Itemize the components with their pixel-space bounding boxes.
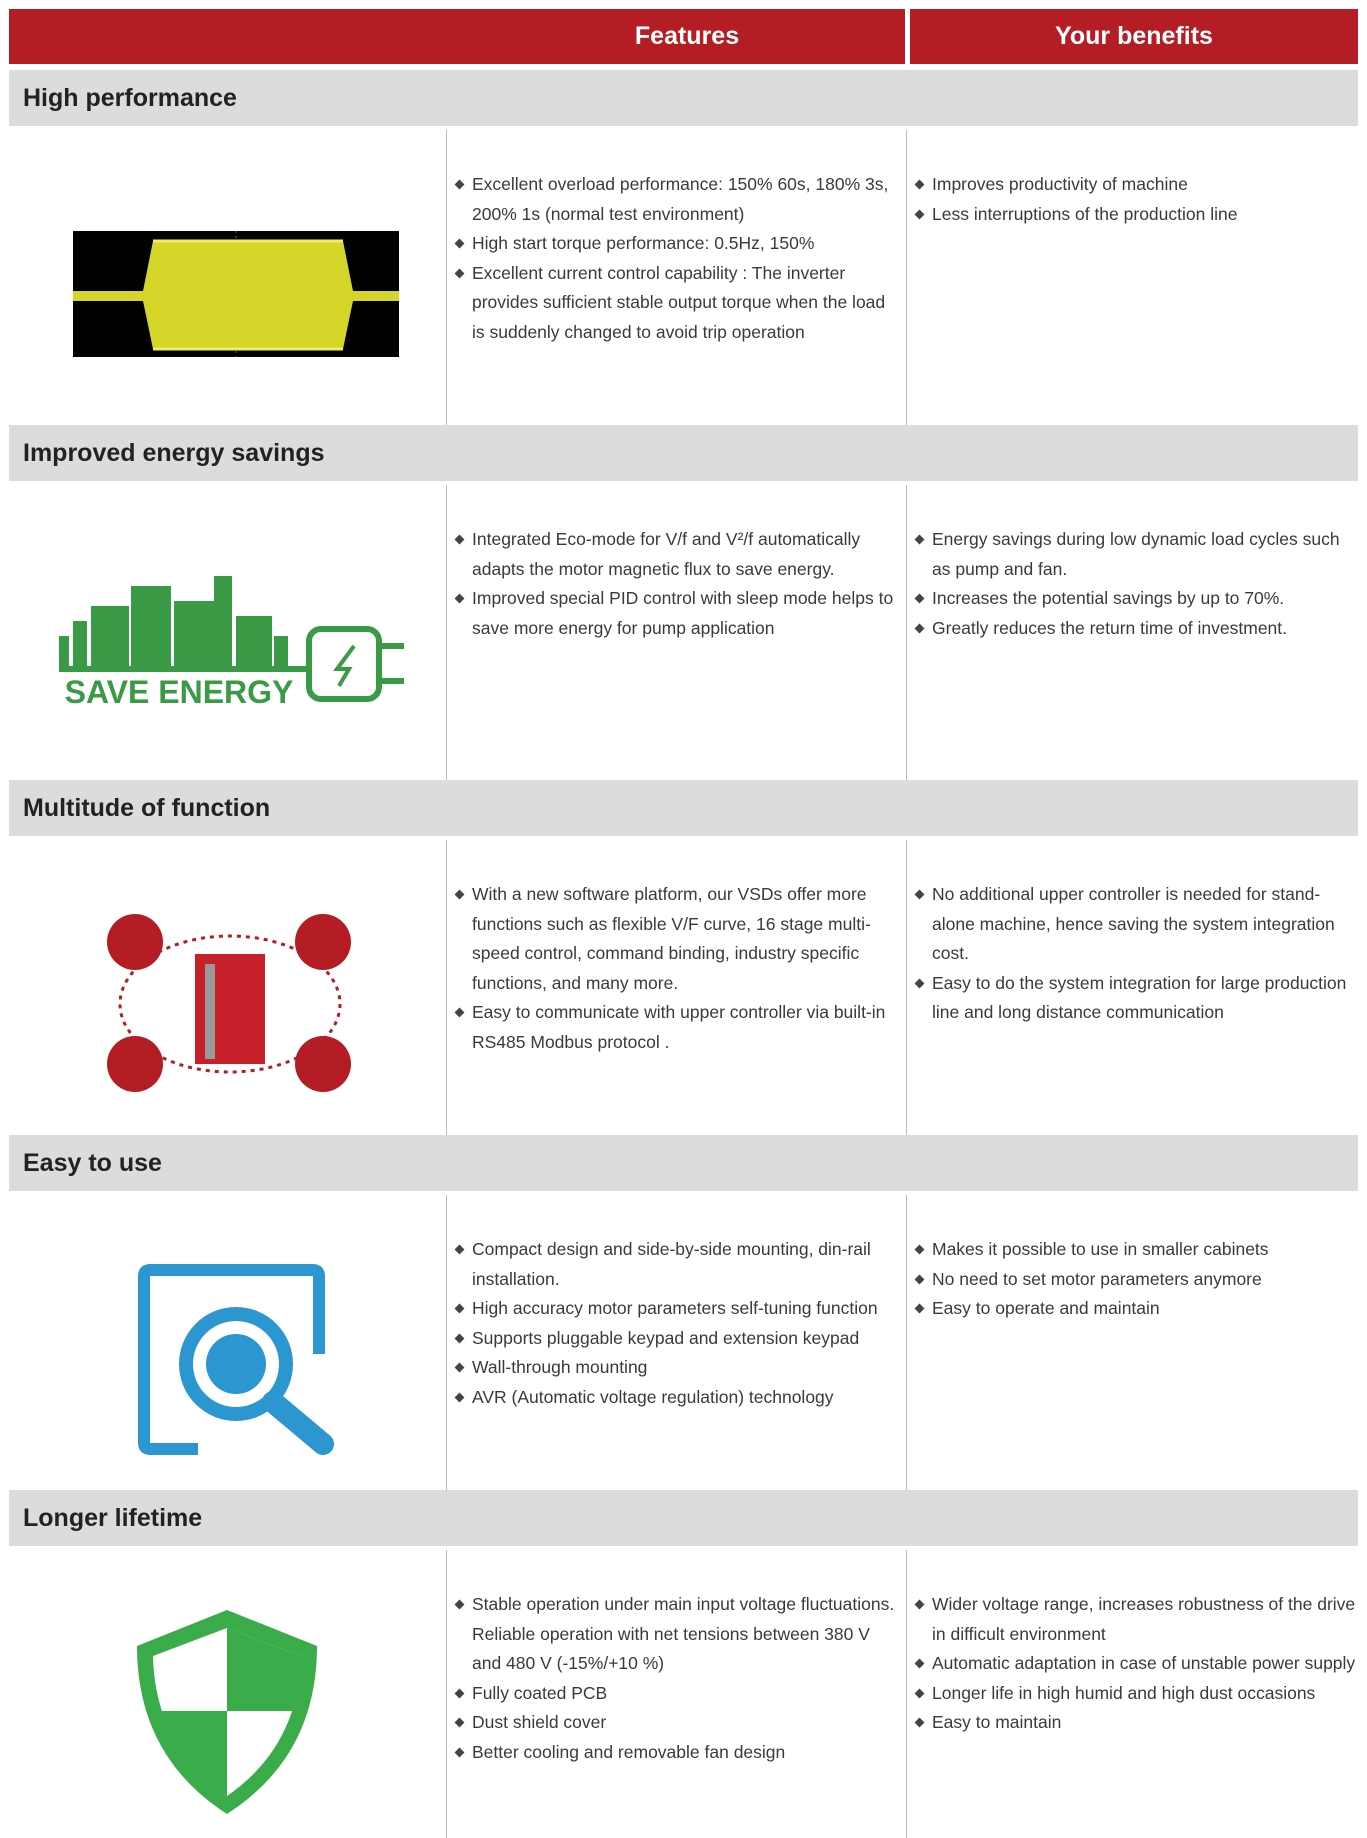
feature-item: Excellent overload performance: 150% 60s… — [454, 170, 902, 229]
benefit-item: Greatly reduces the return time of inves… — [914, 614, 1360, 644]
divider — [906, 1195, 907, 1490]
divider — [906, 485, 907, 780]
divider — [446, 130, 447, 425]
benefit-item: Makes it possible to use in smaller cabi… — [914, 1235, 1360, 1265]
benefits-list: Makes it possible to use in smaller cabi… — [914, 1235, 1360, 1324]
feature-item: Wall-through mounting — [454, 1353, 902, 1383]
header-features: Features — [9, 9, 905, 64]
feature-item: High start torque performance: 0.5Hz, 15… — [454, 229, 902, 259]
feature-item: With a new software platform, our VSDs o… — [454, 880, 902, 998]
divider — [446, 485, 447, 780]
section-title: Longer lifetime — [9, 1490, 1358, 1546]
feature-item: Easy to communicate with upper controlle… — [454, 998, 902, 1057]
feature-item: Improved special PID control with sleep … — [454, 584, 902, 643]
divider — [906, 130, 907, 425]
benefit-item: Easy to do the system integration for la… — [914, 969, 1360, 1028]
shield-icon — [137, 1610, 317, 1814]
section-title: Improved energy savings — [9, 425, 1358, 481]
benefits-list: Wider voltage range, increases robustnes… — [914, 1590, 1360, 1738]
feature-item: Integrated Eco-mode for V/f and V²/f aut… — [454, 525, 902, 584]
section-title: Easy to use — [9, 1135, 1358, 1191]
feature-item: Fully coated PCB — [454, 1679, 902, 1709]
benefits-list: Energy savings during low dynamic load c… — [914, 525, 1360, 643]
features-list: Stable operation under main input voltag… — [454, 1590, 902, 1767]
section-title: High performance — [9, 70, 1358, 126]
section-title: Multitude of function — [9, 780, 1358, 836]
benefit-item: No need to set motor parameters anymore — [914, 1265, 1360, 1295]
feature-item: High accuracy motor parameters self-tuni… — [454, 1294, 902, 1324]
feature-item: Supports pluggable keypad and extension … — [454, 1324, 902, 1354]
benefit-item: Increases the potential savings by up to… — [914, 584, 1360, 614]
features-list: With a new software platform, our VSDs o… — [454, 880, 902, 1057]
feature-item: Excellent current control capability : T… — [454, 259, 902, 348]
divider — [446, 1550, 447, 1838]
features-list: Compact design and side-by-side mounting… — [454, 1235, 902, 1412]
benefit-item: Easy to maintain — [914, 1708, 1360, 1738]
feature-item: Stable operation under main input voltag… — [454, 1590, 902, 1679]
benefits-list: No additional upper controller is needed… — [914, 880, 1360, 1028]
divider — [906, 840, 907, 1135]
benefit-item: Easy to operate and maintain — [914, 1294, 1360, 1324]
search-icon — [138, 1264, 334, 1455]
feature-item: AVR (Automatic voltage regulation) techn… — [454, 1383, 902, 1413]
benefit-item: Automatic adaptation in case of unstable… — [914, 1649, 1360, 1679]
image-text: SAVE ENERGY — [65, 674, 294, 710]
oscilloscope-icon — [73, 231, 399, 357]
function-icon — [107, 914, 351, 1092]
save-energy-icon: SAVE ENERGY — [59, 576, 404, 710]
divider — [446, 840, 447, 1135]
header-benefits: Your benefits — [910, 9, 1358, 64]
benefit-item: Wider voltage range, increases robustnes… — [914, 1590, 1360, 1649]
benefit-item: No additional upper controller is needed… — [914, 880, 1360, 969]
divider — [446, 1195, 447, 1490]
benefit-item: Energy savings during low dynamic load c… — [914, 525, 1360, 584]
divider — [906, 1550, 907, 1838]
feature-item: Compact design and side-by-side mounting… — [454, 1235, 902, 1294]
feature-item: Better cooling and removable fan design — [454, 1738, 902, 1768]
benefit-item: Longer life in high humid and high dust … — [914, 1679, 1360, 1709]
benefit-item: Less interruptions of the production lin… — [914, 200, 1360, 230]
features-list: Integrated Eco-mode for V/f and V²/f aut… — [454, 525, 902, 643]
benefit-item: Improves productivity of machine — [914, 170, 1360, 200]
benefits-list: Improves productivity of machine Less int… — [914, 170, 1360, 229]
feature-item: Dust shield cover — [454, 1708, 902, 1738]
features-list: Excellent overload performance: 150% 60s… — [454, 170, 902, 347]
